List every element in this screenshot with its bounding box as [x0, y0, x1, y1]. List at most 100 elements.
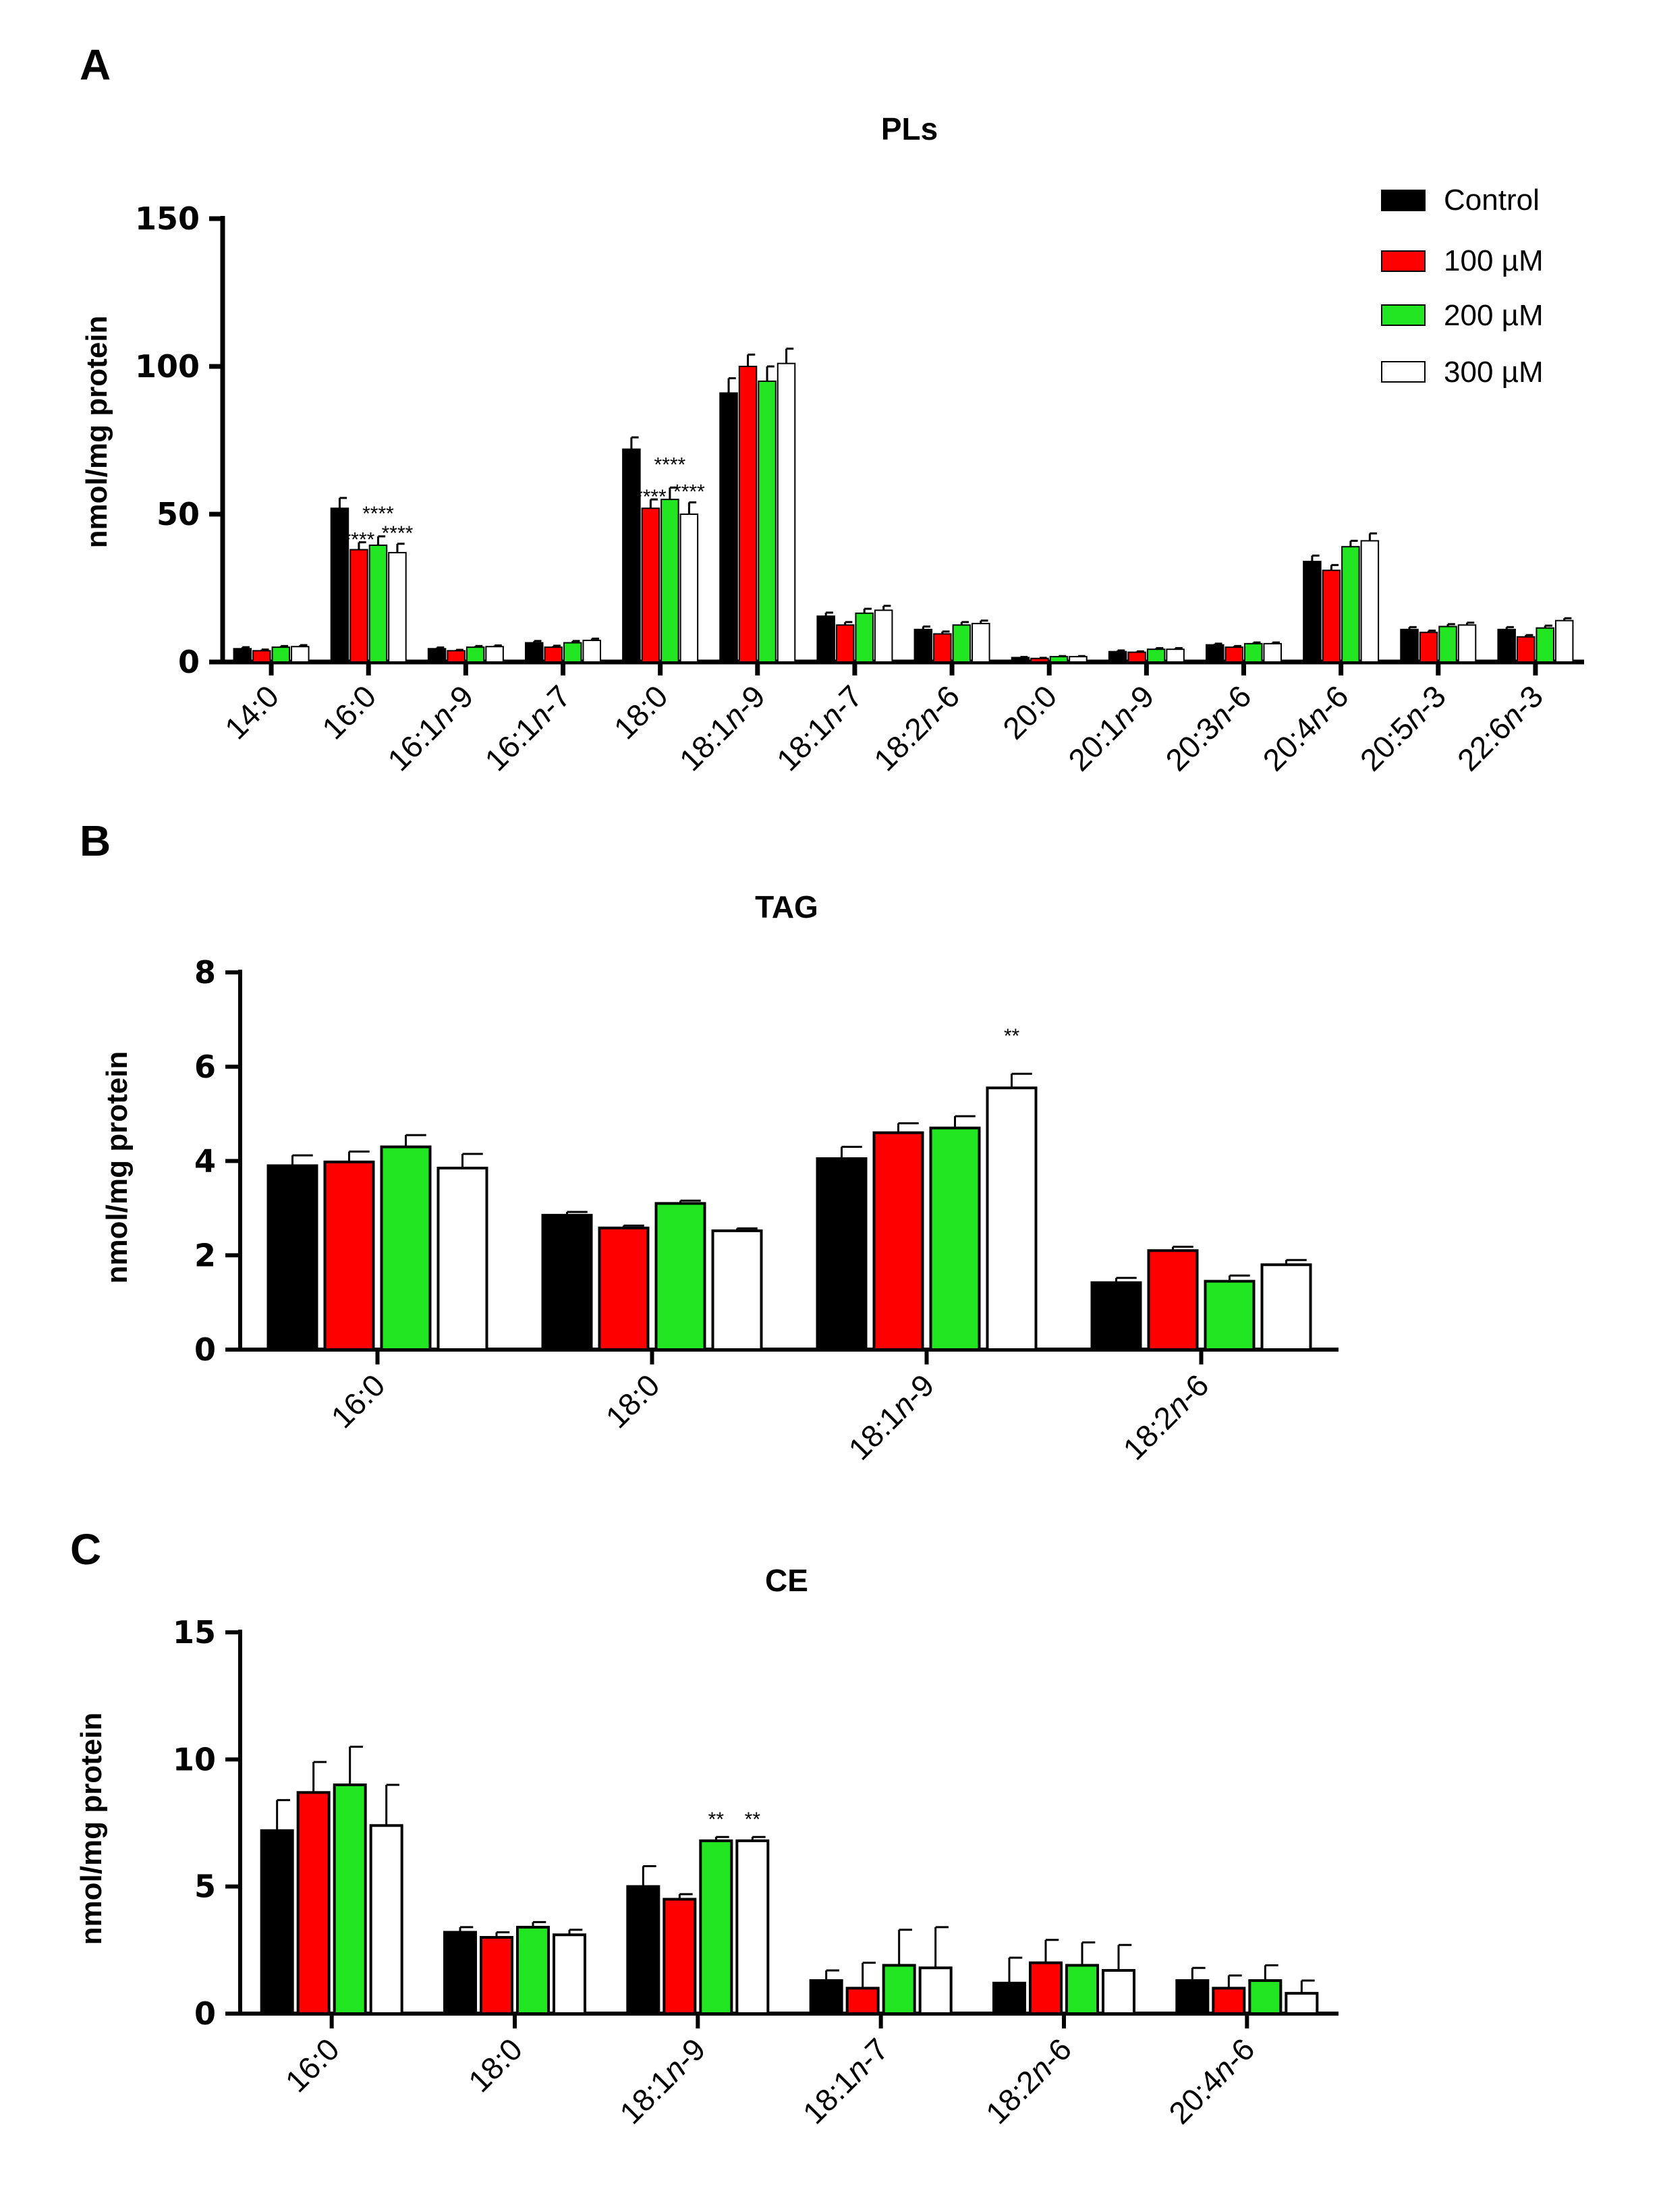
- panel-a-bar-300um: [777, 362, 796, 663]
- legend-label-200um: 200 µM: [1444, 299, 1544, 332]
- legend-swatch-100um: [1381, 250, 1426, 272]
- panel-a-y-tick-label: 100: [135, 348, 200, 385]
- panel-c-x-tick-label: 18:1n-7: [796, 2031, 895, 2130]
- panel-a-x-tick-label: 20:1n-9: [1061, 678, 1160, 777]
- panel-c-bar-100um: [1212, 1987, 1246, 2015]
- panel-a-bar-control: [1108, 651, 1127, 663]
- panel-a-bar-200um: [660, 499, 679, 663]
- panel-a-bar-control: [1303, 561, 1322, 663]
- panel-c-bar-300um: [918, 1966, 953, 2015]
- panel-a-x-tick-label: 16:1n-9: [381, 678, 480, 777]
- panel-b-x-tick-label: 18:0: [598, 1367, 666, 1435]
- panel-a-significance-mark: ****: [635, 486, 667, 508]
- panel-a-bar-300um: [1166, 648, 1185, 663]
- panel-a-bar-100um: [933, 633, 952, 663]
- panel-b-x-tick-label: 18:2n-6: [1116, 1367, 1215, 1466]
- panel-a-bar-200um: [952, 624, 972, 663]
- panel-b-bar-300um: [986, 1086, 1038, 1351]
- panel-a-bar-100um: [544, 646, 563, 663]
- panel-a-bar-control: [913, 628, 933, 663]
- panel-a-bar-control: [719, 392, 738, 663]
- panel-a-bar-200um: [563, 642, 582, 663]
- panel-c-bar-control: [992, 1981, 1026, 2016]
- panel-b-x-tick-label: 18:1n-9: [841, 1367, 940, 1466]
- legend: Control 100 µM 200 µM 300 µM: [1381, 184, 1544, 389]
- panel-b-ylabel: nmol/mg protein: [101, 1051, 134, 1284]
- panel-c-ce-chart: C CE nmol/mg protein 0 5 10 15 16:0 18:0 18:1n…: [70, 1525, 1339, 2130]
- panel-c-bar-100um: [845, 1987, 880, 2015]
- panel-a-bar-100um: [349, 549, 368, 663]
- panel-a-bar-200um: [758, 380, 777, 663]
- panel-a-bar-200um: [271, 646, 291, 663]
- panel-a-x-tick-label: 20:5n-3: [1353, 678, 1453, 777]
- panel-a-significance-mark: ****: [654, 454, 686, 476]
- panel-c-bar-control: [443, 1931, 477, 2015]
- panel-a-significance-mark: ****: [673, 480, 705, 503]
- legend-label-300um: 300 µM: [1444, 356, 1544, 389]
- panel-c-bar-200um: [699, 1839, 733, 2016]
- panel-a-x-tick-label: 20:3n-6: [1158, 678, 1258, 777]
- panel-c-significance-mark: **: [745, 1808, 761, 1831]
- panel-c-bar-control: [809, 1979, 843, 2016]
- panel-b-bar-100um: [872, 1131, 924, 1351]
- panel-b-bar-control: [816, 1157, 868, 1351]
- panel-a-x-tick-label: 18:1n-7: [770, 678, 869, 777]
- legend-label-control: Control: [1444, 184, 1540, 217]
- panel-b-bar-200um: [929, 1126, 981, 1352]
- panel-a-bar-100um: [1224, 646, 1243, 663]
- panel-c-x-tick-label: 18:0: [461, 2031, 529, 2099]
- panel-a-bar-100um: [738, 366, 758, 663]
- panel-a-bar-100um: [641, 507, 660, 663]
- panel-a-y-tick-label: 0: [178, 644, 200, 680]
- panel-a-bar-100um: [1127, 651, 1146, 663]
- panel-c-letter: C: [70, 1525, 101, 1574]
- panel-a-bar-control: [1011, 657, 1030, 663]
- legend-swatch-300um: [1381, 361, 1426, 383]
- panel-a-bar-200um: [855, 612, 874, 663]
- panel-b-bar-100um: [323, 1160, 375, 1351]
- panel-a-bar-300um: [1457, 624, 1477, 663]
- panel-c-y-tick-label: 10: [173, 1741, 216, 1777]
- panel-a-bar-300um: [485, 646, 504, 663]
- panel-a-bar-200um: [1438, 626, 1457, 663]
- panel-c-bar-100um: [1029, 1961, 1063, 2016]
- panel-a-bar-300um: [388, 551, 407, 663]
- panel-a-bar-200um: [1341, 546, 1360, 663]
- panel-a-bar-control: [427, 648, 447, 663]
- panel-a-y-tick-label: 150: [135, 200, 200, 237]
- panel-a-bar-control: [1400, 628, 1419, 663]
- panel-c-ylabel: nmol/mg protein: [75, 1713, 108, 1945]
- panel-c-y-tick-label: 0: [194, 1995, 216, 2032]
- panel-a-x-tick-label: 18:2n-6: [867, 678, 966, 777]
- panel-a-x-tick-label: 14:0: [218, 678, 285, 746]
- panel-a-y-tick-label: 50: [157, 496, 200, 532]
- panel-c-y-tick-label: 5: [194, 1869, 216, 1905]
- panel-b-bar-control: [1090, 1281, 1142, 1351]
- panel-b-plot-area: 0 2 4 6 8 16:0 18:0 18:1n-9 18:2n-6 **: [194, 954, 1339, 1466]
- panel-c-bar-200um: [333, 1784, 367, 2015]
- panel-c-bar-100um: [480, 1936, 513, 2015]
- panel-a-bar-100um: [1030, 657, 1049, 663]
- panel-c-x-tick-label: 20:4n-6: [1162, 2031, 1261, 2130]
- panel-a-bar-control: [816, 615, 835, 663]
- panel-a-x-tick-label: 20:4n-6: [1256, 678, 1355, 777]
- panel-b-bar-300um: [711, 1229, 763, 1352]
- panel-c-bar-200um: [516, 1925, 550, 2016]
- panel-a-bar-200um: [1536, 627, 1554, 663]
- panel-c-bar-control: [1175, 1979, 1210, 2016]
- panel-b-x-tick-label: 16:0: [324, 1367, 391, 1435]
- panel-b-tag-chart: B TAG nmol/mg protein 0 2 4 6 8 16:0 18:0 18:1n…: [80, 817, 1339, 1466]
- panel-a-significance-mark: ****: [382, 522, 414, 545]
- panel-a-bar-300um: [874, 609, 893, 663]
- panel-a-ylabel: nmol/mg protein: [80, 316, 113, 549]
- panel-a-letter: A: [80, 40, 111, 89]
- panel-a-bar-control: [525, 642, 544, 663]
- panel-a-bar-300um: [679, 514, 699, 663]
- panel-a-bar-100um: [1516, 636, 1536, 663]
- panel-b-y-tick-label: 0: [194, 1331, 216, 1368]
- panel-a-bar-100um: [447, 650, 466, 663]
- panel-a-bar-200um: [368, 544, 388, 663]
- panel-c-x-tick-label: 16:0: [279, 2031, 346, 2099]
- panel-b-title: TAG: [755, 889, 818, 924]
- legend-swatch-200um: [1381, 304, 1426, 326]
